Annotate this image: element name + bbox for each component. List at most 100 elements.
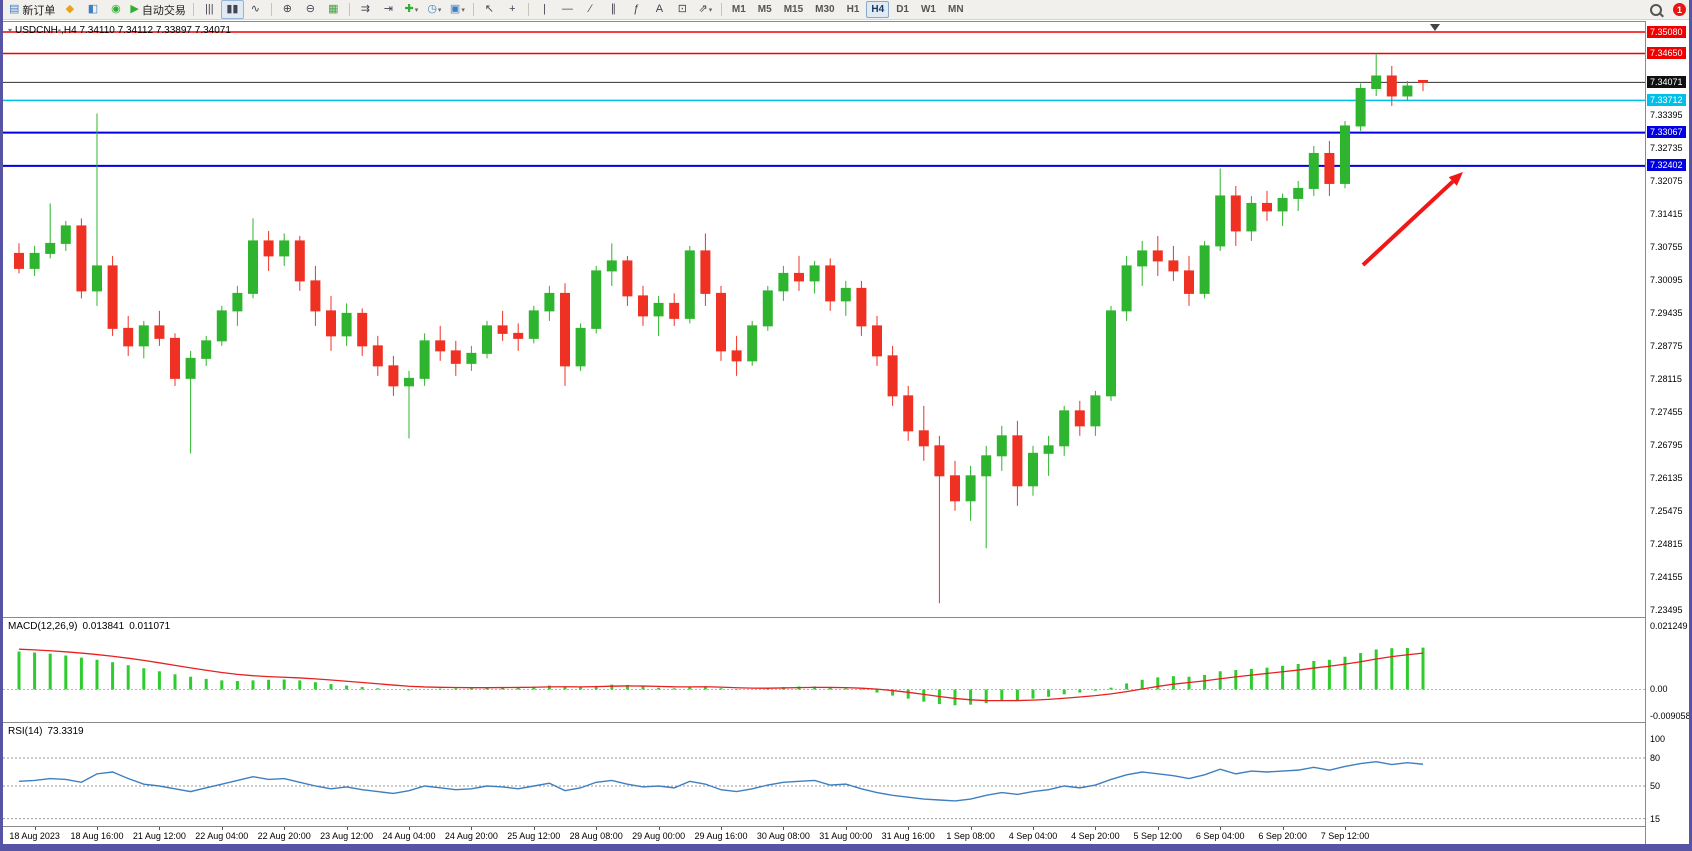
candle: [1106, 305, 1116, 401]
chevron-down-icon: ▾: [461, 6, 465, 14]
vertical-line-button[interactable]: |: [533, 0, 556, 19]
horizontal-line-button[interactable]: —: [556, 0, 579, 19]
cursor-button[interactable]: ↖: [478, 0, 501, 19]
candlestick-chart-button[interactable]: ▮▮: [220, 0, 244, 19]
candle: [996, 425, 1007, 471]
time-label: 4 Sep 04:00: [1008, 831, 1058, 841]
price-chart[interactable]: [3, 22, 1646, 617]
candle: [856, 280, 867, 336]
price-tick-label: 7.32735: [1650, 143, 1683, 154]
zoom-in-button[interactable]: ⊕: [276, 0, 299, 19]
candle: [1386, 65, 1397, 106]
new-order-button[interactable]: ▤ 新订单: [6, 0, 58, 19]
time-axis: 18 Aug 2023 18 Aug 16:00 21 Aug 12:00 22 Au…: [3, 827, 1646, 844]
charts-button[interactable]: ◆: [58, 0, 81, 19]
chevron-down-icon: ▾: [414, 6, 419, 14]
candle: [29, 245, 40, 276]
timeframe-m1-button[interactable]: M1: [731, 4, 746, 15]
horizontal-line-icon: —: [561, 3, 573, 15]
text-button[interactable]: A: [648, 0, 671, 19]
candle: [263, 230, 274, 271]
notification-badge[interactable]: 1: [1673, 3, 1686, 16]
candle: [279, 233, 290, 266]
candle: [1137, 240, 1148, 286]
timeframe-d1-button[interactable]: D1: [896, 4, 909, 15]
profiles-icon: ◧: [87, 3, 99, 15]
timeframe-m5-button[interactable]: M5: [757, 4, 772, 15]
panel-separator[interactable]: [3, 617, 1646, 618]
candle: [622, 255, 633, 306]
timeframe-m30-button[interactable]: M30: [815, 4, 835, 15]
timeframe-mn-button[interactable]: MN: [947, 4, 964, 15]
price-tick-label: 7.24815: [1650, 539, 1683, 550]
arrows-button[interactable]: ⇗ ▾: [694, 0, 717, 19]
text-label-button[interactable]: ⊡: [671, 0, 694, 19]
line-chart-button[interactable]: ∿: [244, 0, 267, 19]
timeframe-h1-button[interactable]: H1: [846, 4, 860, 15]
time-tick: [1033, 827, 1034, 830]
time-tick: [221, 827, 223, 830]
auto-scroll-button[interactable]: ⇉: [354, 0, 377, 19]
time-label: 18 Aug 2023: [9, 831, 60, 841]
candle: [591, 265, 602, 334]
line-chart-icon: ∿: [250, 3, 260, 15]
candle: [76, 218, 87, 299]
candle: [154, 310, 165, 346]
chart-shift-icon: ⇥: [383, 3, 393, 15]
crosshair-button[interactable]: +: [501, 0, 524, 19]
time-tick: [1220, 827, 1222, 830]
candle: [14, 243, 24, 274]
candle: [1074, 400, 1085, 436]
macd-panel[interactable]: [3, 619, 1646, 722]
chart-shift-marker[interactable]: [1430, 24, 1440, 31]
price-axis-border: [1645, 21, 1646, 844]
candle: [1230, 185, 1241, 246]
chart-shift-button[interactable]: ⇥: [377, 0, 400, 19]
candle: [1402, 80, 1413, 101]
timeframe-h4-button[interactable]: H4: [866, 1, 890, 18]
bar-chart-icon: |||: [205, 3, 214, 15]
candle: [809, 260, 820, 294]
autotrading-button[interactable]: ▶ 自动交易: [127, 0, 188, 19]
search-button[interactable]: [1644, 0, 1667, 19]
trend-arrow[interactable]: [1361, 172, 1463, 267]
rsi-panel[interactable]: [3, 724, 1646, 826]
time-tick: [596, 827, 598, 830]
panel-separator[interactable]: [3, 722, 1646, 723]
trendline-button[interactable]: ∕: [579, 0, 602, 19]
candle: [840, 280, 851, 316]
price-tick-label: 7.25475: [1650, 506, 1683, 517]
macd-histogram: [17, 647, 1425, 706]
bar-chart-button[interactable]: |||: [198, 0, 221, 19]
fibonacci-button[interactable]: ƒ: [625, 0, 648, 19]
price-tick-label: 7.24155: [1650, 572, 1683, 582]
candle: [716, 285, 726, 361]
candlestick-icon: ▮▮: [226, 3, 239, 15]
time-tick: [658, 827, 660, 830]
zoom-out-button[interactable]: ⊖: [299, 0, 322, 19]
toolbar-separator: [348, 3, 350, 16]
time-tick: [34, 827, 36, 830]
window-border-bottom: [0, 844, 1692, 851]
text-label-icon: ⊡: [677, 3, 687, 15]
market-watch-button[interactable]: ◉: [104, 0, 127, 19]
timeframe-m15-button[interactable]: M15: [783, 4, 804, 15]
tile-windows-button[interactable]: ▦: [322, 0, 345, 19]
time-tick: [970, 827, 972, 830]
symbol-menu-icon[interactable]: ▾: [8, 26, 13, 35]
candle: [294, 235, 305, 291]
toolbar-separator: [720, 3, 722, 16]
arrows-icon: ⇗: [698, 3, 708, 15]
price-tick-label: 7.26795: [1650, 440, 1683, 451]
candle: [1168, 245, 1179, 281]
channel-button[interactable]: ∥: [602, 0, 625, 19]
price-badge: 7.34650: [1647, 46, 1686, 59]
profiles-button[interactable]: ◧: [81, 0, 104, 19]
templates-button[interactable]: ▣ ▾: [446, 0, 469, 19]
periods-button[interactable]: ◷ ▾: [423, 0, 446, 19]
timeframe-w1-button[interactable]: W1: [920, 4, 936, 15]
indicators-button[interactable]: ✚ ▾: [400, 0, 423, 19]
zoom-out-icon: ⊖: [305, 3, 315, 15]
candle: [1121, 255, 1132, 321]
